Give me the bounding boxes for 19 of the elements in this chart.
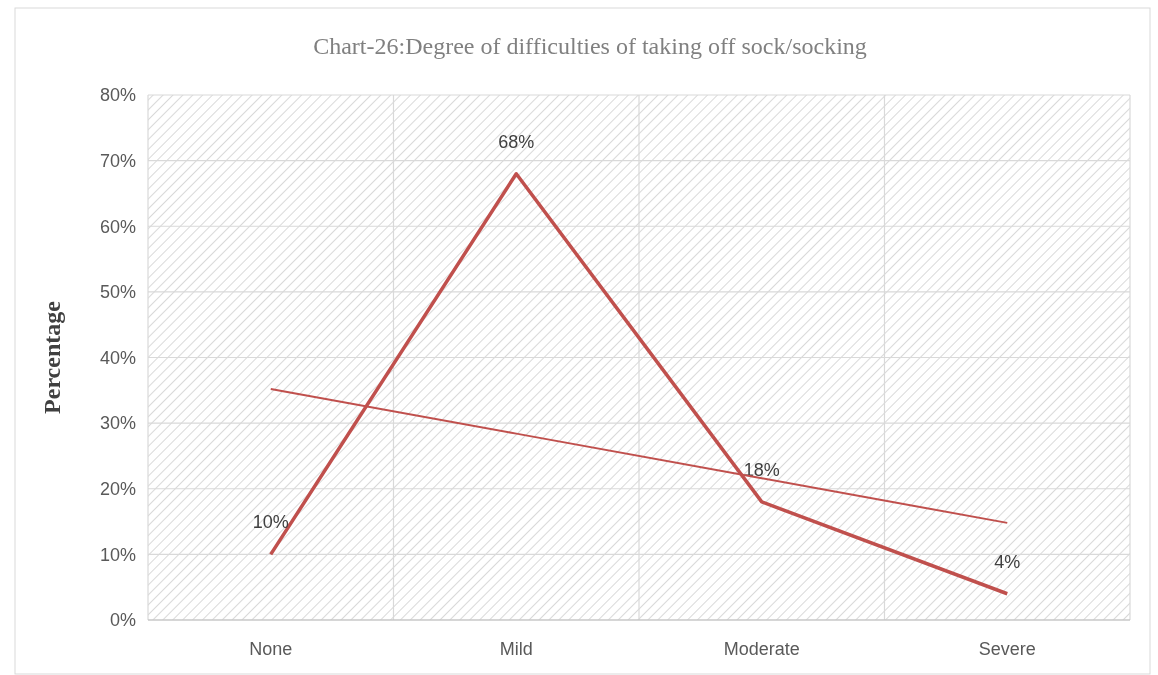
chart-title: Chart-26:Degree of difficulties of taking off sock/socking (313, 33, 867, 59)
y-tick-label: 40% (99, 347, 136, 368)
data-label: 68% (498, 131, 535, 152)
y-tick-label: 0% (109, 610, 136, 631)
y-tick-label: 20% (99, 479, 136, 500)
x-tick-label: Moderate (723, 639, 800, 659)
y-tick-label: 80% (99, 85, 136, 106)
x-tick-label: None (249, 639, 293, 659)
y-axis-title: Percentage (39, 300, 65, 414)
x-tick-label: Severe (978, 639, 1036, 659)
y-tick-label: 30% (99, 413, 136, 434)
data-label: 4% (994, 551, 1021, 572)
y-tick-label: 70% (99, 150, 136, 171)
y-tick-label: 10% (99, 544, 136, 565)
y-tick-label: 50% (99, 282, 136, 303)
data-label: 10% (252, 512, 289, 533)
data-label: 18% (743, 459, 780, 480)
y-tick-label: 60% (99, 216, 136, 237)
x-tick-label: Mild (499, 639, 533, 659)
